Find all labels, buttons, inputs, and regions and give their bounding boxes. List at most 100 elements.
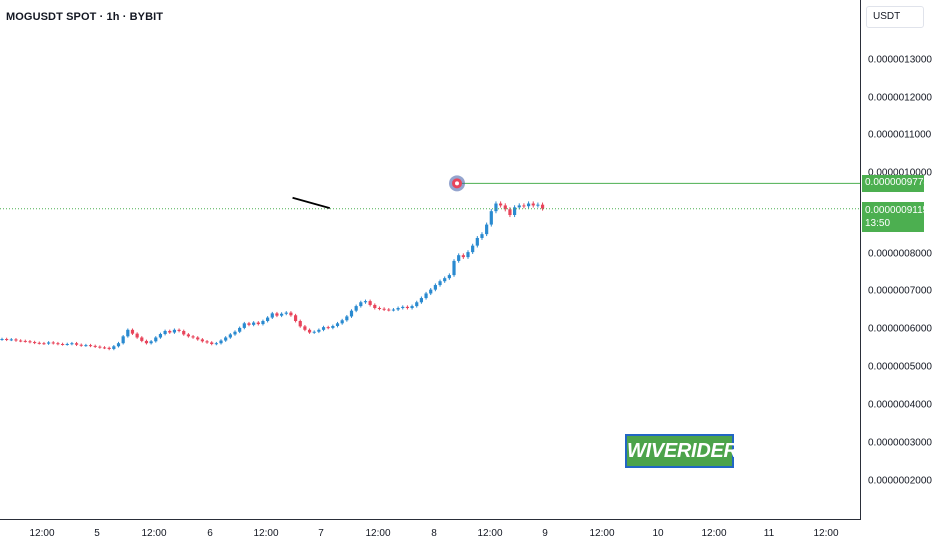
candle-body (168, 330, 172, 333)
candle-body (307, 329, 312, 333)
time-tick: 12:00 (253, 528, 279, 539)
candle-body (433, 285, 437, 290)
candle-body (200, 339, 204, 342)
candle-body (177, 329, 181, 331)
candle-body (28, 341, 32, 343)
candle-body (196, 337, 200, 340)
candle-body (98, 346, 102, 348)
candle-body (298, 321, 302, 327)
candle-body (280, 313, 284, 316)
currency-selector[interactable]: USDT (866, 6, 924, 28)
candle-body (540, 204, 545, 209)
time-tick: 8 (431, 528, 437, 539)
candle-body (345, 316, 349, 321)
candle-body (293, 315, 298, 322)
candle-body (531, 203, 535, 206)
candle-body (130, 329, 135, 334)
candle-body (242, 323, 246, 328)
candle-body (228, 334, 232, 338)
candle-body (391, 309, 396, 311)
candle-body (0, 339, 4, 341)
candle-body (461, 255, 465, 258)
candle-body (121, 336, 125, 344)
candle-body (284, 312, 288, 314)
candle-body (526, 203, 531, 207)
candle-body (266, 317, 270, 322)
candle-body (19, 340, 23, 342)
candle-body (415, 302, 419, 307)
candle-body (23, 340, 27, 342)
candle-body (186, 334, 190, 337)
time-tick: 9 (542, 528, 548, 539)
candle-body (224, 337, 228, 341)
bar-countdown: 13:50 (865, 218, 891, 229)
chart-plot-area[interactable] (0, 0, 860, 520)
candle-body (480, 234, 484, 238)
candle-body (466, 252, 470, 258)
candle-body (56, 343, 60, 345)
candle-body (340, 320, 344, 324)
candle-body (317, 329, 321, 332)
time-tick: 5 (94, 528, 100, 539)
candle-body (354, 306, 358, 311)
candle-body (321, 327, 326, 330)
candle-body (331, 325, 335, 328)
candle-body (84, 345, 88, 347)
price-tick: 0.0000012000 (868, 92, 932, 104)
candle-body (112, 346, 116, 349)
candle-body (382, 308, 386, 310)
candle-body (158, 334, 163, 338)
last-price-tag: 0.0000009115 13:50 (862, 202, 928, 232)
time-tick: 7 (318, 528, 324, 539)
candle-body (252, 322, 256, 325)
candle-body (70, 343, 74, 345)
candle-body (513, 207, 517, 216)
time-tick: 12:00 (29, 528, 55, 539)
candle-body (508, 209, 512, 216)
candle-body (233, 331, 237, 335)
candle-body (256, 322, 260, 325)
candle-body (154, 337, 158, 342)
price-tick: 0.0000010000 (868, 167, 932, 179)
candle-body (116, 343, 121, 347)
candle-body (135, 333, 139, 338)
candle-body (485, 224, 489, 235)
candle-body (452, 260, 456, 276)
candle-body (214, 343, 218, 345)
candle-body (475, 237, 479, 246)
candle-body (503, 205, 507, 210)
candle-body (471, 245, 475, 253)
candle-body (363, 301, 368, 303)
candle-body (5, 339, 9, 341)
candle-body (312, 331, 316, 333)
price-tick: 0.0000004000 (868, 399, 932, 411)
candle-body (359, 302, 363, 307)
candle-body (499, 203, 503, 206)
candle-body (33, 342, 37, 344)
wiveriders-logo: WIVERIDERS (625, 434, 751, 468)
candle-body (102, 347, 107, 349)
candle-body (536, 204, 540, 206)
price-tick: 0.0000013000 (868, 54, 932, 66)
candle-body (377, 308, 382, 310)
candle-body (270, 313, 274, 318)
candle-body (424, 293, 428, 299)
candle-body (37, 342, 41, 344)
candle-body (88, 345, 93, 347)
candle-body (405, 306, 410, 309)
candle-body (9, 339, 13, 341)
candle-body (489, 211, 493, 225)
candle-body (210, 342, 214, 344)
candle-body (14, 339, 18, 341)
candle-body (335, 323, 340, 326)
price-axis[interactable]: USDT 0.0000013000 0.0000012000 0.0000011… (860, 0, 932, 520)
candle-body (42, 343, 46, 345)
time-tick: 12:00 (701, 528, 727, 539)
candle-body (410, 306, 414, 309)
price-tick: 0.0000005000 (868, 361, 932, 373)
candle-body (47, 342, 51, 344)
candle-body (219, 340, 223, 344)
time-axis[interactable]: 12:00 5 12:00 6 12:00 7 12:00 8 12:00 9 … (0, 519, 860, 550)
price-tick: 0.0000008000 (868, 248, 932, 260)
candle-body (163, 330, 167, 335)
